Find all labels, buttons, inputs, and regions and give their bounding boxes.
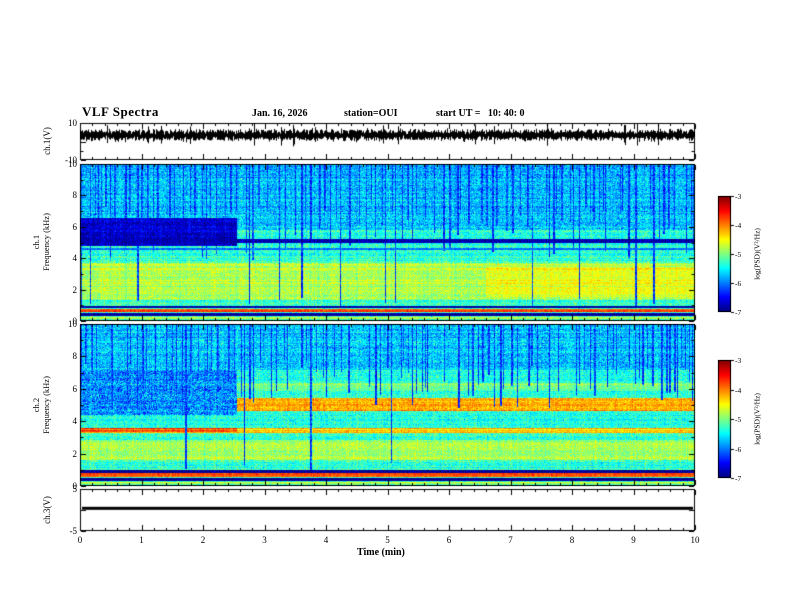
ch2-channel-label: ch.2 — [31, 397, 41, 413]
ch1-spectrogram — [80, 164, 695, 321]
ch1-frequency-axis-text: Frequency (kHz) — [41, 213, 51, 271]
x-axis-label: Time (min) — [357, 547, 405, 558]
ch3-waveform-plot — [80, 489, 695, 531]
x-tick-label: 7 — [508, 535, 513, 545]
x-tick-label: 9 — [631, 535, 636, 545]
x-tick-label: 5 — [385, 535, 390, 545]
colorbar-1 — [718, 196, 731, 312]
ch1-voltage-axis-label: ch.1(V) — [42, 127, 52, 155]
station-name: station=OUI — [344, 108, 398, 119]
ch2-frequency-axis-label: ch.2 Frequency (kHz) — [31, 376, 51, 434]
y-tick-label: 0 — [72, 481, 78, 491]
y-tick-label: 4 — [72, 253, 78, 264]
y-tick-label: 10 — [68, 319, 77, 329]
colorbar-2 — [718, 360, 731, 478]
colorbar-tick-label: -3 — [735, 356, 742, 365]
x-tick-label: 1 — [139, 535, 144, 545]
ch1-waveform-plot — [80, 123, 695, 160]
y-tick-label: -10 — [65, 155, 77, 165]
x-tick-label: 6 — [446, 535, 452, 545]
colorbar-tick-label: -7 — [735, 474, 742, 483]
y-tick-label: 2 — [72, 284, 78, 295]
start-time: start UT = 10: 40: 0 — [436, 108, 525, 119]
colorbar-1-label: log(PSD)(V²/Hz) — [752, 228, 762, 280]
x-tick-label: 0 — [77, 535, 83, 545]
x-tick-label: 4 — [323, 535, 329, 545]
colorbar-tick-label: -6 — [735, 444, 742, 454]
colorbar-tick-label: -7 — [735, 308, 742, 317]
observation-date: Jan. 16, 2026 — [252, 108, 308, 119]
colorbar-tick-label: -4 — [735, 385, 742, 395]
colorbar-tick-label: -5 — [735, 415, 742, 424]
y-tick-label: 2 — [72, 448, 78, 459]
y-tick-label: 5 — [72, 484, 78, 494]
x-tick-label: 8 — [569, 535, 575, 545]
figure-title: VLF Spectra — [82, 104, 159, 119]
ch2-frequency-axis-text: Frequency (kHz) — [41, 376, 51, 434]
y-tick-label: 10 — [68, 118, 77, 128]
x-tick-label: 2 — [200, 535, 206, 545]
x-tick-label: 3 — [262, 535, 267, 545]
ch3-voltage-axis-label: ch.3(V) — [42, 496, 52, 524]
colorbar-tick-label: -5 — [735, 250, 742, 259]
y-tick-label: 10 — [68, 159, 77, 169]
ch2-spectrogram — [80, 324, 695, 486]
ch1-frequency-axis-label: ch.1 Frequency (kHz) — [31, 213, 51, 271]
y-tick-label: 6 — [72, 221, 78, 232]
colorbar-2-label: log(PSD)(V²/Hz) — [752, 393, 762, 445]
colorbar-tick-label: -4 — [735, 221, 742, 230]
y-tick-label: 8 — [72, 190, 78, 201]
y-tick-label: -5 — [69, 526, 78, 536]
colorbar-tick-label: -3 — [735, 192, 742, 201]
y-tick-label: 8 — [72, 351, 78, 362]
colorbar-tick-label: -6 — [735, 279, 742, 288]
y-tick-label: 0 — [72, 316, 78, 326]
x-tick-label: 10 — [690, 535, 700, 545]
y-tick-label: 6 — [72, 383, 78, 394]
y-tick-label: 4 — [72, 416, 78, 427]
ch1-channel-label: ch.1 — [31, 234, 41, 250]
